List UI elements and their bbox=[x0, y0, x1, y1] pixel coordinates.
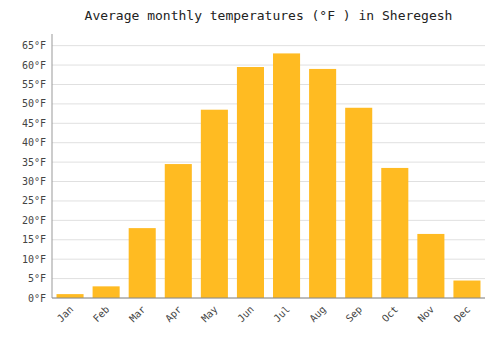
x-tick-label: Sep bbox=[344, 304, 365, 325]
grid-line bbox=[52, 84, 485, 85]
y-tick-label: 60°F bbox=[22, 60, 46, 71]
grid-line bbox=[52, 200, 485, 201]
x-tick-label: Aug bbox=[307, 304, 328, 325]
bar bbox=[237, 67, 264, 298]
x-tick-label: Jun bbox=[235, 304, 256, 325]
y-tick-label: 40°F bbox=[22, 137, 46, 148]
y-axis-line bbox=[52, 34, 53, 298]
y-tick-label: 30°F bbox=[22, 176, 46, 187]
bar bbox=[381, 168, 408, 298]
y-tick-label: 55°F bbox=[22, 79, 46, 90]
grid bbox=[52, 46, 485, 298]
x-tick-label: Jul bbox=[271, 304, 292, 325]
y-tick-label: 25°F bbox=[22, 195, 46, 206]
x-axis: Jan Feb Mar Apr May Jun Jul Aug Sep Oct Nov Dec bbox=[55, 304, 472, 325]
x-tick-label: Nov bbox=[416, 304, 437, 325]
y-tick-label: 5°F bbox=[28, 273, 46, 284]
y-axis: 0°F 5°F 10°F 15°F 20°F 25°F 30°F 35°F 40°F 45°F 50… bbox=[22, 40, 46, 303]
bar bbox=[309, 69, 336, 298]
grid-line bbox=[52, 142, 485, 143]
y-tick-label: 20°F bbox=[22, 215, 46, 226]
bar bbox=[129, 228, 156, 298]
chart: Average monthly temperatures (°F ) in Sh… bbox=[0, 0, 500, 350]
bar bbox=[93, 286, 120, 298]
bar bbox=[417, 234, 444, 298]
grid-line bbox=[52, 298, 485, 299]
y-tick-label: 65°F bbox=[22, 40, 46, 51]
y-tick-label: 0°F bbox=[28, 293, 46, 304]
bar bbox=[165, 164, 192, 298]
x-tick-label: May bbox=[199, 304, 220, 325]
grid-line bbox=[52, 103, 485, 104]
bars bbox=[57, 53, 481, 298]
x-tick-label: Mar bbox=[127, 304, 148, 325]
grid-line bbox=[52, 65, 485, 66]
y-tick-label: 45°F bbox=[22, 118, 46, 129]
bar bbox=[273, 53, 300, 298]
title: Average monthly temperatures (°F ) in Sh… bbox=[85, 8, 453, 23]
x-tick-label: Apr bbox=[163, 304, 184, 325]
y-tick-label: 35°F bbox=[22, 157, 46, 168]
bar bbox=[453, 281, 480, 298]
grid-line bbox=[52, 45, 485, 46]
x-axis-line bbox=[52, 298, 485, 299]
x-tick-label: Oct bbox=[380, 304, 401, 325]
grid-line bbox=[52, 220, 485, 221]
bar bbox=[201, 110, 228, 298]
x-tick-label: Jan bbox=[55, 304, 76, 325]
grid-line bbox=[52, 181, 485, 182]
x-tick-label: Feb bbox=[91, 304, 112, 325]
grid-line bbox=[52, 162, 485, 163]
y-tick-label: 15°F bbox=[22, 234, 46, 245]
grid-line bbox=[52, 123, 485, 124]
bar bbox=[57, 294, 84, 298]
y-tick-label: 50°F bbox=[22, 98, 46, 109]
bar bbox=[345, 108, 372, 298]
y-tick-label: 10°F bbox=[22, 254, 46, 265]
x-tick-label: Dec bbox=[452, 304, 473, 325]
